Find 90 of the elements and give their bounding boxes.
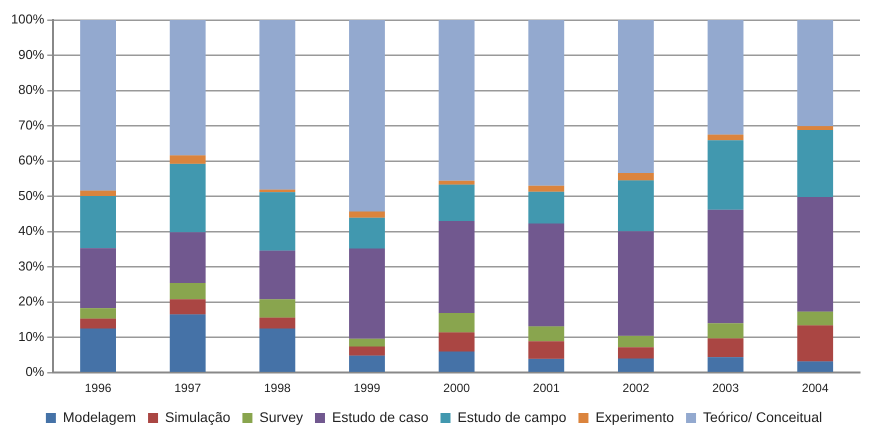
bar	[349, 338, 385, 347]
legend-label: Modelagem	[62, 408, 136, 425]
legend-label: Estudo de caso	[332, 408, 429, 425]
bar	[438, 184, 475, 221]
bar	[259, 328, 296, 372]
bar	[797, 130, 834, 198]
legend-label: Simulação	[165, 408, 231, 425]
bar	[259, 20, 296, 190]
x-tick-label: 1996	[84, 381, 112, 396]
bar	[708, 338, 744, 358]
bar	[528, 186, 564, 192]
x-tick-label: 2002	[622, 381, 650, 396]
bar	[80, 20, 116, 191]
x-tick-label: 2004	[802, 381, 829, 396]
bar	[80, 248, 116, 308]
x-tick-label: 1999	[354, 381, 381, 396]
bar	[349, 346, 385, 356]
bar	[259, 190, 296, 192]
bar	[259, 318, 296, 329]
bar	[618, 336, 654, 348]
y-tick-label: 50%	[18, 188, 45, 203]
bar	[170, 314, 206, 372]
bar	[528, 326, 564, 342]
bar	[170, 155, 206, 164]
x-tick-label: 2000	[443, 381, 470, 396]
bar	[80, 190, 116, 196]
bar	[259, 299, 296, 318]
bar	[170, 299, 206, 314]
bar	[708, 20, 744, 135]
bar	[438, 351, 475, 372]
bar	[438, 20, 475, 181]
legend-label: Estudo de campo	[457, 408, 567, 425]
y-tick-label: 20%	[18, 294, 45, 309]
bar	[797, 197, 834, 312]
bar	[170, 20, 206, 156]
bar	[708, 134, 744, 140]
bar	[708, 210, 744, 324]
bar	[618, 180, 654, 232]
bar	[438, 313, 475, 332]
x-tick-label: 1997	[174, 381, 202, 396]
bar	[797, 325, 834, 362]
bar	[797, 126, 834, 130]
bar	[349, 218, 385, 248]
y-tick-label: 100%	[11, 12, 45, 27]
bar	[618, 358, 654, 372]
bar	[349, 211, 385, 218]
y-tick-label: 80%	[18, 82, 45, 98]
bar	[438, 332, 475, 352]
bar	[797, 361, 834, 372]
bar	[618, 347, 654, 358]
legend-label: Survey	[259, 408, 303, 425]
bar	[438, 220, 475, 314]
bar	[80, 308, 116, 319]
bar	[170, 283, 206, 300]
bar	[349, 20, 385, 212]
bar	[528, 192, 564, 224]
x-tick-label: 2001	[532, 381, 560, 396]
bar	[528, 223, 564, 326]
bar	[80, 318, 116, 329]
bar	[259, 250, 296, 300]
x-tick-label: 2003	[712, 381, 740, 396]
bar	[349, 356, 385, 372]
bar	[80, 196, 116, 248]
bar	[528, 358, 564, 372]
bar	[528, 20, 564, 186]
y-tick-label: 90%	[18, 46, 45, 62]
bar	[797, 20, 834, 126]
y-tick-label: 0%	[25, 364, 45, 380]
bar	[708, 323, 744, 338]
bar	[438, 180, 475, 185]
bar	[618, 231, 654, 336]
y-tick-label: 70%	[18, 117, 45, 132]
y-tick-label: 60%	[18, 152, 45, 168]
y-tick-label: 30%	[18, 258, 45, 274]
bar	[528, 341, 564, 359]
bar	[170, 232, 206, 284]
bar	[618, 173, 654, 180]
bar	[708, 357, 744, 372]
y-tick-label: 40%	[18, 223, 45, 238]
x-tick-label: 1998	[264, 381, 292, 396]
legend-label: Experimento	[595, 408, 674, 425]
bar	[80, 328, 116, 372]
bar	[170, 164, 206, 232]
bar	[259, 192, 296, 251]
bar	[618, 20, 654, 174]
y-tick-label: 10%	[18, 328, 45, 344]
legend-label: Teórico/ Conceitual	[703, 408, 822, 425]
bar	[708, 140, 744, 210]
bar	[349, 248, 385, 339]
bar	[797, 312, 834, 326]
